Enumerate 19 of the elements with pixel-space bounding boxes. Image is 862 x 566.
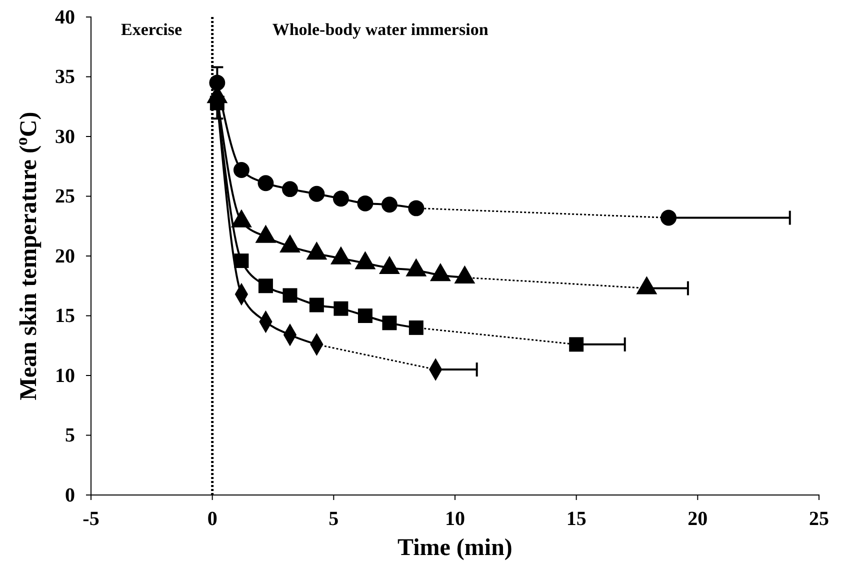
x-tick-label: 15: [566, 508, 586, 530]
y-tick-label: 20: [55, 245, 75, 268]
x-tick-label: 10: [445, 508, 465, 530]
annotation: Exercise: [121, 20, 183, 39]
y-tick-label: 40: [55, 6, 75, 28]
y-tick-label: 0: [65, 484, 75, 506]
y-tick-label: 10: [55, 364, 75, 387]
x-tick-label: -5: [82, 508, 100, 530]
x-tick-label: 20: [688, 508, 708, 530]
annotation: Whole-body water immersion: [272, 20, 489, 39]
x-tick-label: 5: [328, 508, 339, 530]
x-axis-title: Time (min): [398, 535, 512, 561]
y-tick-label: 35: [55, 66, 75, 88]
x-tick-label: 0: [207, 508, 218, 530]
x-tick-label: 25: [809, 508, 829, 530]
y-tick-label: 30: [55, 126, 75, 148]
y-tick-label: 5: [65, 424, 75, 447]
y-tick-label: 15: [55, 305, 75, 328]
y-tick-label: 25: [55, 186, 75, 208]
